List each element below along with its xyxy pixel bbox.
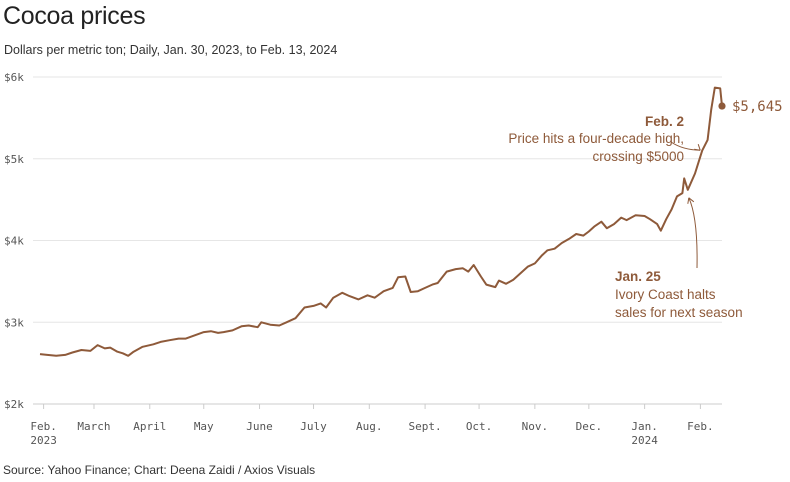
y-tick-label: $3k [4,316,24,329]
x-tick-label: Nov. [522,420,549,433]
annotation-feb2-arrowhead [694,144,701,151]
annotation-jan25-line: Ivory Coast halts [615,287,716,302]
y-tick-label: $5k [4,153,24,166]
y-axis-ticks: $2k $3k $4k $5k $6k [4,71,24,411]
end-point-marker [718,102,726,110]
annotation-jan25-arrow [688,197,698,269]
x-tick-label: Oct. [466,420,493,433]
x-tick-label: Sept. [409,420,442,433]
annotation-jan25-title: Jan. 25 [615,269,661,284]
x-tick-label: May [194,420,214,433]
x-tick-label: Dec. [576,420,603,433]
y-tick-label: $4k [4,235,24,248]
y-tick-label: $6k [4,71,24,84]
x-tick-label: Aug. [356,420,383,433]
chart-title: Cocoa prices [3,2,146,30]
x-tick-label: June [246,420,273,433]
grid-layer [33,76,722,405]
x-tick-year-label: 2023 [30,434,57,447]
price-line [39,86,723,357]
annotation-layer: $5,645 Feb. 2 Price hits a four-decade hig… [508,99,782,320]
x-tick-label: April [133,420,166,433]
x-tick-year-label: 2024 [631,434,658,447]
x-tick-label: Feb. [30,420,57,433]
chart-subtitle: Dollars per metric ton; Daily, Jan. 30, … [4,43,338,57]
y-tick-label: $2k [4,398,24,411]
annotation-jan25-arrowhead [687,197,695,204]
chart-source: Source: Yahoo Finance; Chart: Deena Zaid… [3,463,316,477]
annotation-jan25-line: sales for next season [615,305,743,320]
x-tick-label: Jan. [631,420,658,433]
annotation-feb2-title: Feb. 2 [645,114,684,129]
x-tick-label: July [300,420,327,433]
series-layer [39,86,726,357]
end-value-label: $5,645 [732,99,783,115]
x-tick-label: Feb. [687,420,714,433]
annotation-feb2-line: crossing $5000 [592,149,684,164]
annotation-feb2-line: Price hits a four-decade high, [508,131,684,146]
x-tick-label: March [77,420,110,433]
